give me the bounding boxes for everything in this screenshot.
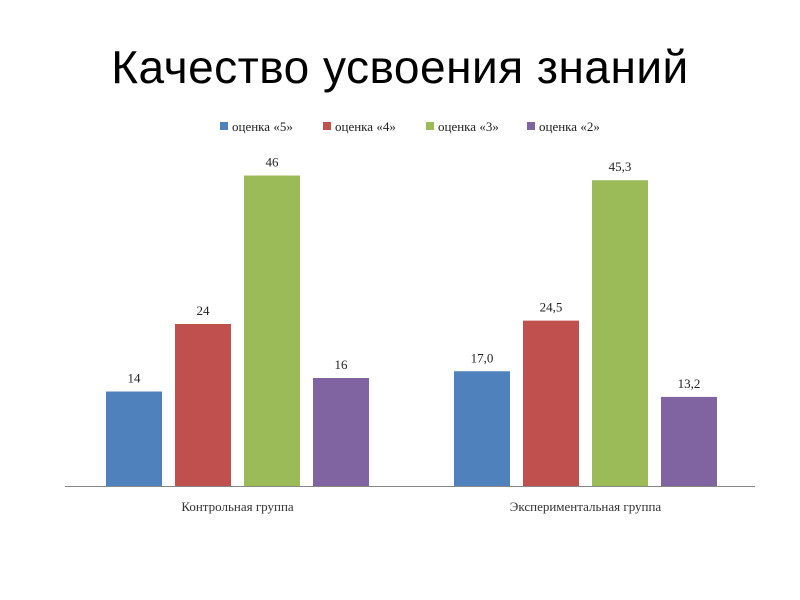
data-label-2-2: 24,5 <box>540 300 563 315</box>
data-label-1-2: 24 <box>197 303 211 318</box>
data-label-2-4: 13,2 <box>678 376 701 391</box>
legend-swatch-1 <box>220 122 228 130</box>
bars <box>106 175 717 486</box>
x-tick-label-1: Контрольная группа <box>181 499 294 514</box>
data-label-1-4: 16 <box>335 357 349 372</box>
bar-1-2 <box>175 324 231 486</box>
bar-2-1 <box>454 371 510 486</box>
data-label-2-1: 17,0 <box>471 350 494 365</box>
legend-swatch-3 <box>426 122 434 130</box>
bar-2-4 <box>661 396 717 486</box>
legend-label-1: оценка «5» <box>232 119 293 134</box>
bar-1-3 <box>244 175 300 486</box>
x-tick-label-2: Экспериментальная группа <box>510 499 662 514</box>
data-labels: 14 24 46 16 17,0 24,5 45,3 13,2 <box>128 155 701 391</box>
bar-1-1 <box>106 391 162 486</box>
data-label-1-3: 46 <box>266 155 280 170</box>
legend-swatch-4 <box>527 122 535 130</box>
legend: оценка «5» оценка «4» оценка «3» оценка «2» <box>220 119 600 134</box>
data-label-1-1: 14 <box>128 371 142 386</box>
legend-swatch-2 <box>323 122 331 130</box>
legend-label-3: оценка «3» <box>438 119 499 134</box>
legend-label-4: оценка «2» <box>539 119 600 134</box>
data-label-2-3: 45,3 <box>609 159 632 174</box>
bar-1-4 <box>313 378 369 486</box>
bar-2-2 <box>523 320 579 486</box>
legend-label-2: оценка «4» <box>335 119 396 134</box>
x-axis-tick-labels: Контрольная группа Экспериментальная груп… <box>181 499 661 514</box>
chart-title: Качество усвоения знаний <box>111 41 689 93</box>
bar-2-3 <box>592 180 648 486</box>
